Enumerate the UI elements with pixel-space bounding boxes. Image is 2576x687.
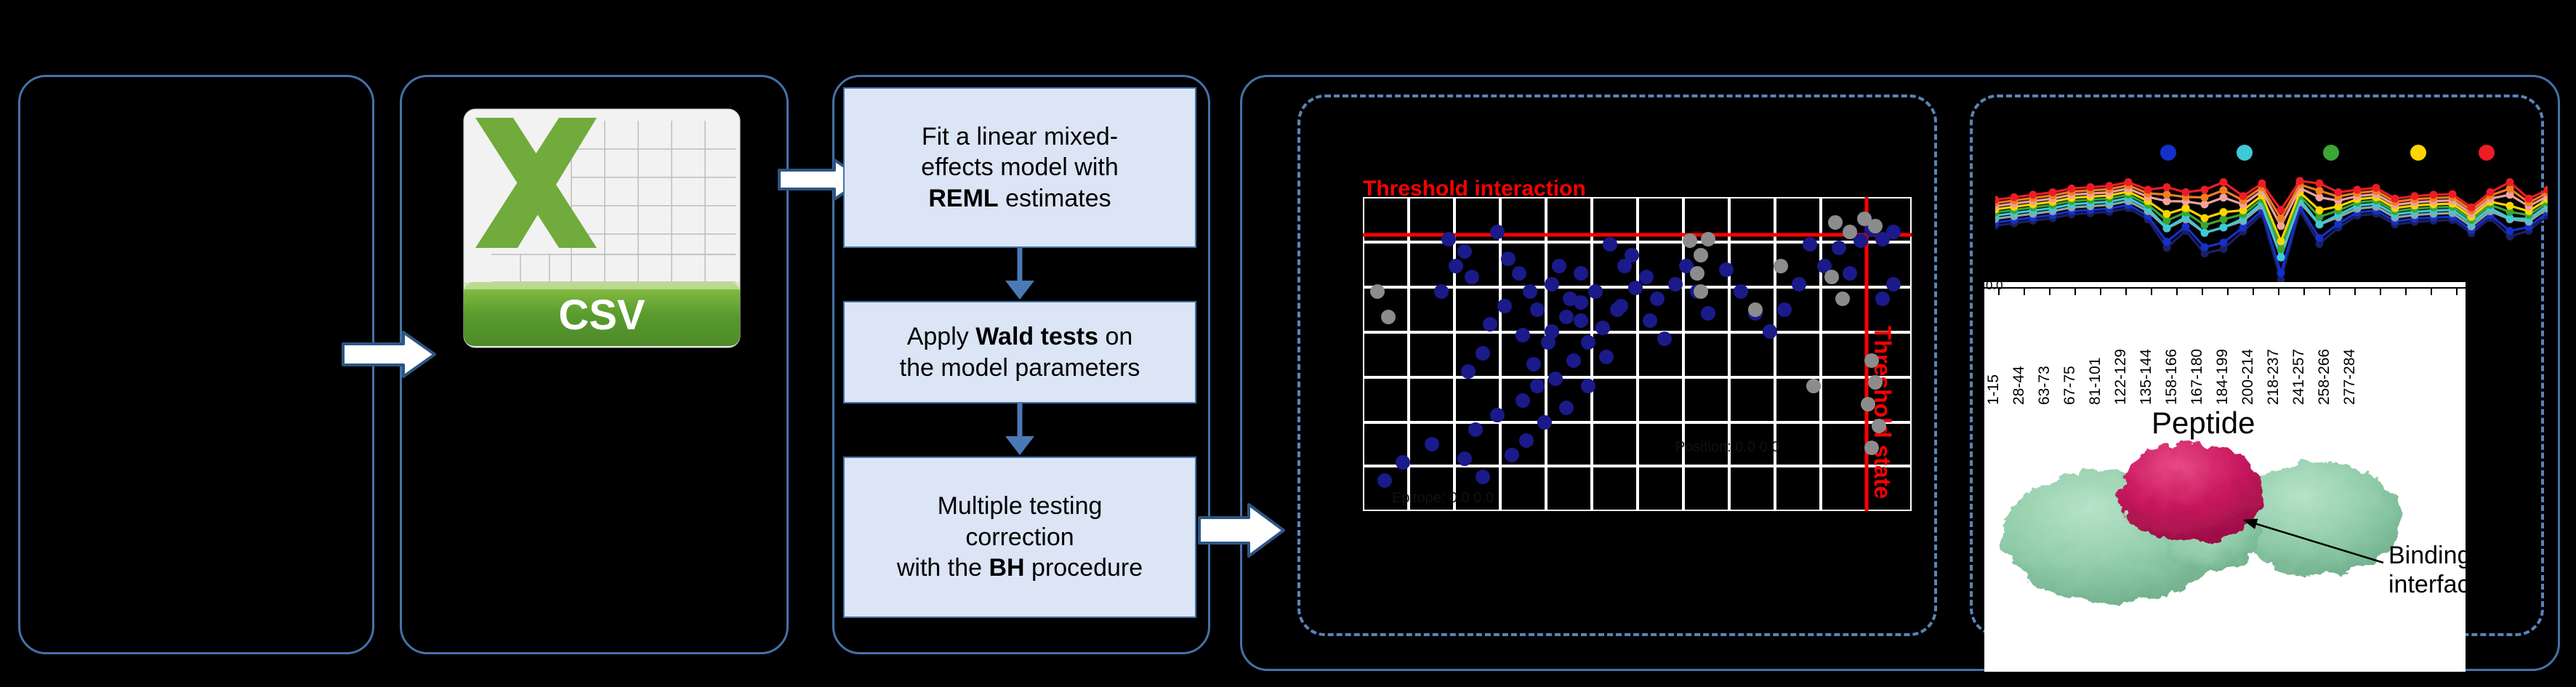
svg-text:0.0: 0.0: [1986, 282, 2003, 292]
svg-text:CSV: CSV: [558, 292, 645, 339]
